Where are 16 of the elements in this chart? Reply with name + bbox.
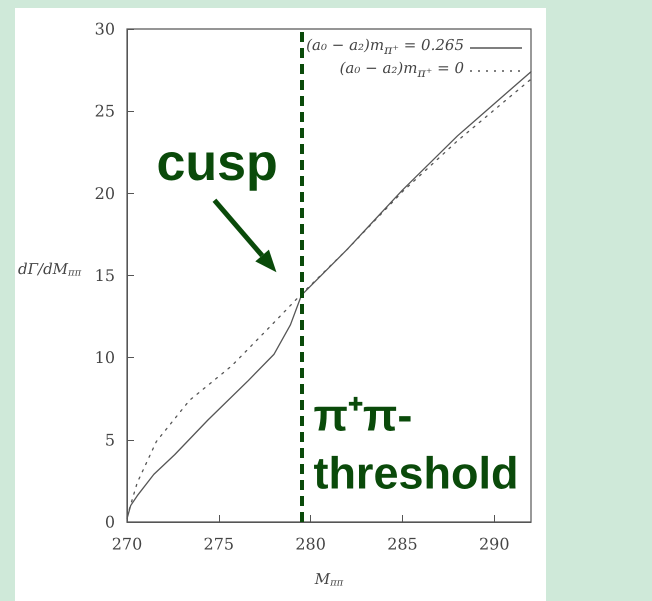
x-tick-label: 270 [112,534,142,554]
y-tick-label: 0 [104,512,115,532]
y-tick-label: 15 [94,266,115,285]
y-tick-label: 30 [94,20,115,38]
legend-label: (a₀ − a₂)m$_{π⁺}$ = 0.265 [306,36,464,59]
y-tick-label: 25 [94,102,115,121]
x-tick-label: 280 [295,534,326,554]
y-tick-label: 10 [94,348,115,368]
ref-line-label: π⁺π- threshold [313,390,518,498]
annotation: cusp [156,134,278,192]
y-tick-label: 20 [94,184,115,203]
x-tick-label: 275 [204,534,234,554]
y-tick-label: 5 [104,430,115,450]
x-tick-label: 290 [479,534,510,554]
legend-label: (a₀ − a₂)m$_{π⁺}$ = 0 [340,59,464,82]
x-tick-label: 285 [387,534,418,554]
